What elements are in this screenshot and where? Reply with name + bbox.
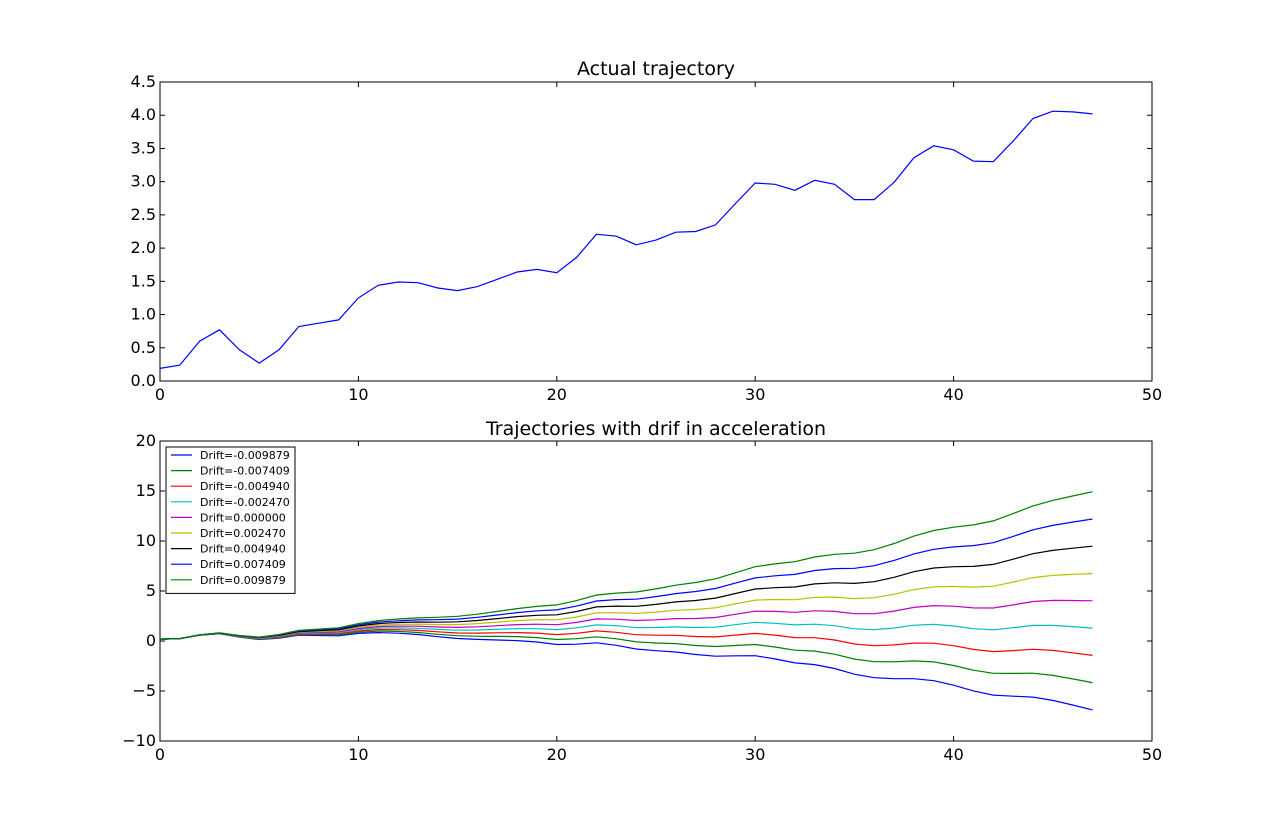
legend-label: Drift=-0.002470 bbox=[200, 496, 290, 509]
legend-label: Drift=0.002470 bbox=[200, 527, 286, 540]
legend-label: Drift=-0.007409 bbox=[200, 465, 290, 478]
plot-frame bbox=[159, 81, 1153, 382]
y-tick-label: 3.5 bbox=[131, 138, 156, 157]
series-line bbox=[159, 621, 1093, 640]
x-tick-label: 50 bbox=[1142, 385, 1162, 404]
y-tick-label: 20 bbox=[136, 431, 156, 450]
series-line bbox=[159, 518, 1093, 640]
y-tick-label: 2.5 bbox=[131, 205, 156, 224]
x-tick-label: 20 bbox=[547, 745, 567, 764]
series-line bbox=[159, 110, 1093, 369]
series-line bbox=[159, 628, 1093, 656]
y-tick-label: 2.0 bbox=[131, 238, 156, 257]
x-tick-label: 30 bbox=[745, 745, 765, 764]
series-line bbox=[159, 572, 1093, 640]
series-line bbox=[159, 545, 1093, 640]
legend: Drift=-0.009879 Drift=-0.007409 Drift=-0.0… bbox=[165, 446, 296, 594]
legend-label: Drift=-0.009879 bbox=[200, 449, 290, 462]
legend-frame bbox=[165, 446, 296, 594]
y-tick-label: 10 bbox=[136, 531, 156, 550]
legend-label: Drift=-0.004940 bbox=[200, 480, 290, 493]
y-tick-label: −5 bbox=[132, 681, 156, 700]
chart-actual-trajectory: Actual trajectory 0 10 20 30 40 50 0.0 0.5 1.0 1.… bbox=[131, 58, 1163, 404]
y-tick-label: −10 bbox=[122, 731, 156, 750]
x-tick-label: 40 bbox=[943, 385, 963, 404]
legend-label: Drift=0.000000 bbox=[200, 511, 286, 524]
y-tick-label: 1.5 bbox=[131, 271, 156, 290]
y-tick-label: 0.0 bbox=[131, 371, 156, 390]
x-tick-label: 20 bbox=[547, 385, 567, 404]
legend-label: Drift=0.009879 bbox=[200, 574, 286, 587]
x-tick-label: 50 bbox=[1142, 745, 1162, 764]
x-tick-label: 10 bbox=[348, 385, 368, 404]
series-line bbox=[159, 630, 1093, 684]
legend-label: Drift=0.007409 bbox=[200, 558, 286, 571]
y-tick-label: 1.0 bbox=[131, 305, 156, 324]
y-tick-label: 5 bbox=[146, 581, 156, 600]
y-tick-label: 4.0 bbox=[131, 105, 156, 124]
y-tick-label: 15 bbox=[136, 481, 156, 500]
series-line bbox=[159, 599, 1093, 640]
x-tick-label: 10 bbox=[348, 745, 368, 764]
y-tick-label: 0.5 bbox=[131, 338, 156, 357]
x-tick-label: 0 bbox=[155, 385, 165, 404]
legend-label: Drift=0.004940 bbox=[200, 543, 286, 556]
chart-title: Actual trajectory bbox=[577, 58, 735, 80]
y-tick-label: 0 bbox=[146, 631, 156, 650]
series-line bbox=[159, 491, 1093, 640]
y-tick-label: 4.5 bbox=[131, 72, 156, 91]
x-tick-label: 40 bbox=[943, 745, 963, 764]
series-line bbox=[159, 631, 1093, 711]
x-tick-label: 0 bbox=[155, 745, 165, 764]
x-tick-label: 30 bbox=[745, 385, 765, 404]
chart-title: Trajectories with drif in acceleration bbox=[485, 418, 826, 440]
chart-drift-trajectories: Trajectories with drif in acceleration 0… bbox=[122, 418, 1162, 764]
y-tick-label: 3.0 bbox=[131, 172, 156, 191]
